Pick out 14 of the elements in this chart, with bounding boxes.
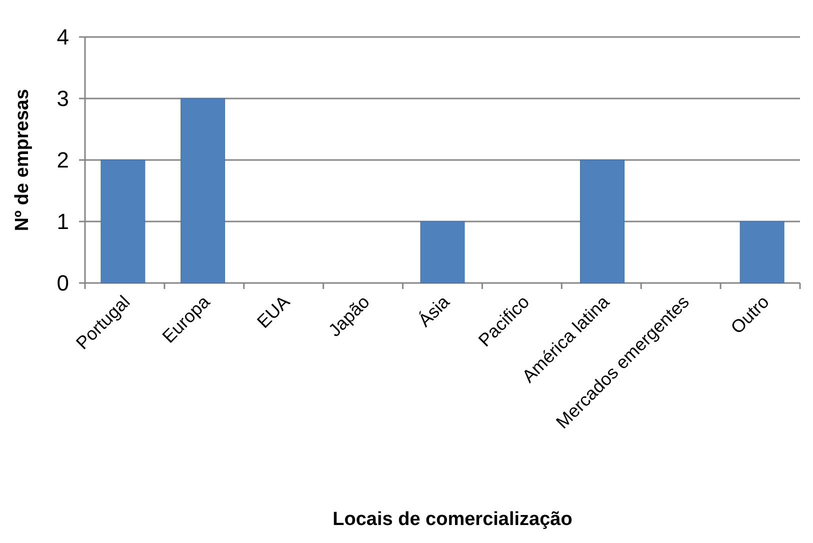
y-tick-label: 3: [56, 86, 69, 112]
y-tick-label: 1: [56, 209, 69, 234]
bar: [100, 160, 146, 284]
y-tick-label: 2: [56, 148, 69, 173]
y-tick-label: 0: [56, 270, 69, 296]
x-tick-label: Ásia: [414, 290, 454, 331]
y-axis-title: Nº de empresas: [12, 88, 33, 232]
bar: [580, 160, 624, 284]
bar: [740, 221, 784, 284]
y-tick-label: 4: [56, 24, 69, 50]
bar: [420, 221, 465, 284]
x-axis-title: Locais de comercialização: [332, 509, 572, 530]
x-tick-label: EUA: [253, 292, 294, 332]
bar: [180, 98, 226, 284]
